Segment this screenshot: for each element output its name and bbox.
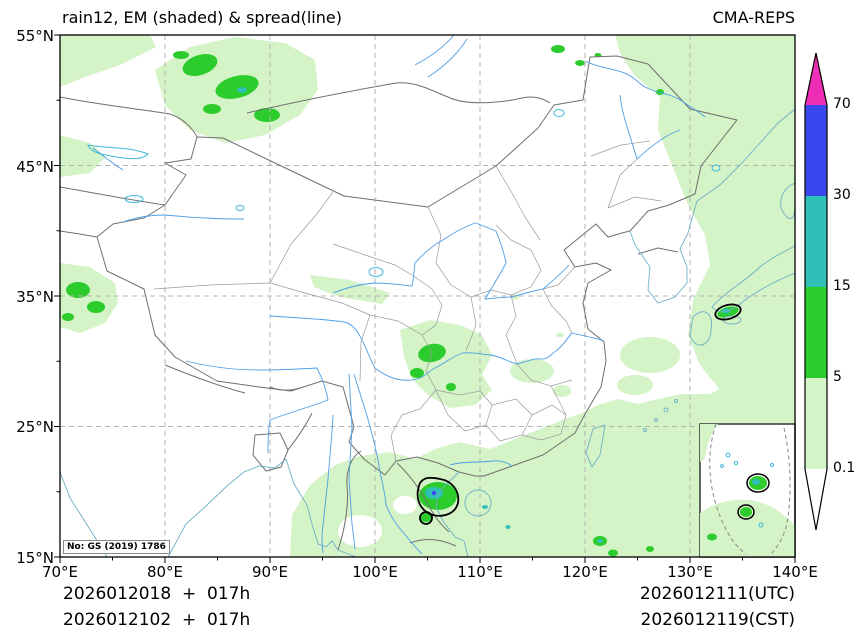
precip-shading-blue [431, 490, 437, 496]
inset-islands [720, 452, 775, 528]
map-plot: No: GS (2019) 1786 [54, 34, 796, 563]
colorbar-white-segment [805, 469, 827, 530]
x-tick-90E: 90°E [251, 563, 289, 581]
x-tick-70E: 70°E [41, 563, 79, 581]
chart-title: rain12, EM (shaded) & spread(line) [62, 8, 342, 27]
y-tick-35N: 35°N [16, 288, 54, 306]
y-tick-45N: 45°N [16, 158, 54, 176]
colorbar [804, 52, 828, 531]
init-time-utc: 2026012018 + 017h [63, 584, 251, 604]
province-borders [153, 140, 662, 462]
x-tick-140E: 140°E [772, 563, 818, 581]
x-tick-100E: 100°E [352, 563, 398, 581]
valid-time-cst: 2026012119(CST) [640, 610, 795, 630]
colorbar-label-30: 30 [833, 187, 851, 203]
colorbar-label-15: 15 [833, 278, 851, 294]
colorbar-green-segment [805, 287, 827, 378]
nine-dash-line [709, 423, 747, 555]
inset-map [699, 423, 796, 558]
y-tick-15N: 15°N [16, 549, 54, 567]
colorbar-outline [804, 52, 828, 531]
y-tick-25N: 25°N [16, 418, 54, 436]
map-license-note: No: GS (2019) 1786 [63, 540, 170, 554]
precip-shading-light [60, 35, 795, 557]
x-tick-80E: 80°E [146, 563, 184, 581]
precip-shading-gaps [338, 496, 417, 547]
spread-contours [416, 303, 742, 525]
x-tick-130E: 130°E [667, 563, 713, 581]
valid-time-utc: 2026012111(UTC) [639, 584, 795, 604]
axis-ticks [54, 34, 796, 563]
colorbar-label-70: 70 [833, 96, 851, 112]
init-time-cst: 2026012102 + 017h [63, 610, 251, 630]
colorbar-blue-segment [805, 105, 827, 196]
y-tick-55N: 55°N [16, 27, 54, 45]
china-map-canvas [54, 34, 796, 563]
precip-shading-teal [237, 87, 730, 543]
x-tick-120E: 120°E [562, 563, 608, 581]
lakes [87, 109, 721, 277]
rivers [92, 34, 706, 555]
colorbar-extreme-segment [805, 53, 827, 105]
colorbar-teal-segment [805, 196, 827, 287]
x-tick-110E: 110°E [457, 563, 503, 581]
colorbar-label-0.1: 0.1 [833, 460, 856, 476]
colorbar-light-segment [805, 378, 827, 469]
colorbar-label-5: 5 [833, 369, 842, 385]
model-name: CMA-REPS [712, 8, 795, 27]
